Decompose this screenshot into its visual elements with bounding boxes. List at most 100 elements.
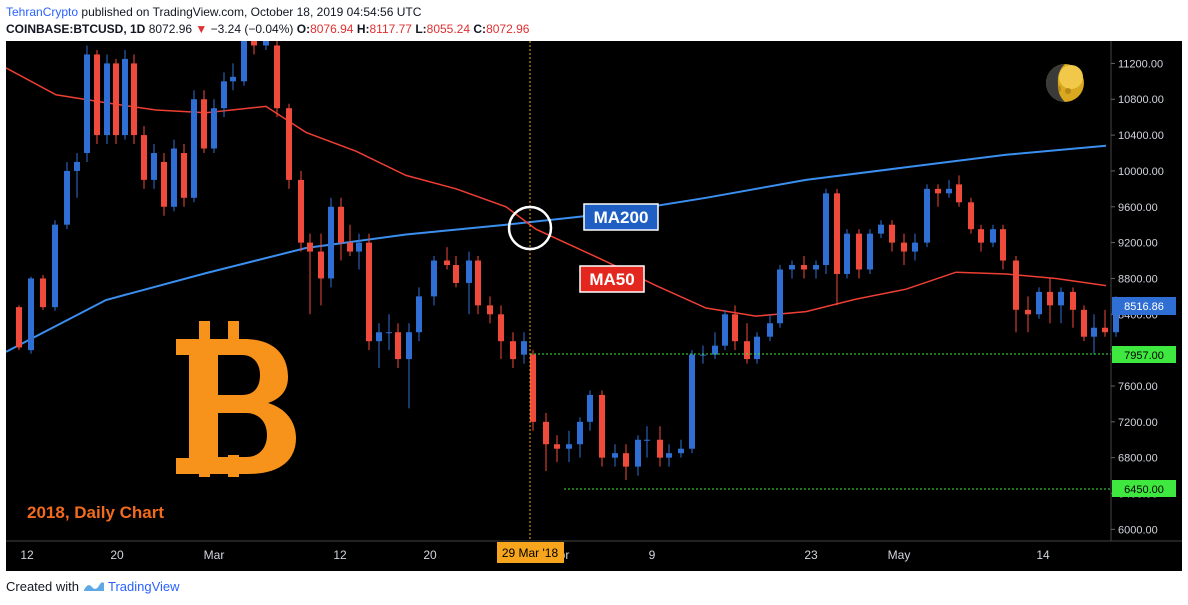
candle-body xyxy=(901,242,907,252)
candle-body xyxy=(466,260,472,283)
price-tick-label: 9200.00 xyxy=(1118,238,1158,250)
candle-body xyxy=(867,233,873,270)
candle-body xyxy=(356,242,362,252)
time-tick-label: 20 xyxy=(110,548,124,562)
candle-body xyxy=(635,439,641,467)
level-high-badge: 7957.00 xyxy=(1112,346,1176,363)
crosshair-date-badge: 29 Mar '18 xyxy=(497,542,564,563)
candle-body xyxy=(990,229,996,243)
price-tick-label: 7200.00 xyxy=(1118,417,1158,429)
candlestick-series xyxy=(16,41,1119,481)
candle-body xyxy=(307,242,313,252)
level-low-badge-text: 6450.00 xyxy=(1124,484,1164,496)
candle-body xyxy=(151,153,157,180)
candle-body xyxy=(924,188,930,243)
candle-body xyxy=(744,341,750,360)
candle-body xyxy=(834,193,840,274)
price-axis[interactable]: 11200.00 10800.00 10400.00 10000.00 9600.00 9… xyxy=(1110,41,1182,541)
candle-body xyxy=(912,242,918,252)
tradingview-brand[interactable]: TradingView xyxy=(108,579,180,594)
candle-body xyxy=(141,135,147,180)
level-low-badge: 6450.00 xyxy=(1112,480,1176,497)
time-axis[interactable]: 12 20 Mar 12 20 pr 9 23 May 14 xyxy=(20,548,1050,562)
candle-body xyxy=(823,193,829,266)
candle-body xyxy=(767,323,773,337)
candle-body xyxy=(64,170,70,225)
candle-body xyxy=(644,439,650,441)
candle-body xyxy=(510,341,516,360)
candle-body xyxy=(789,265,795,270)
candle-body xyxy=(498,314,504,342)
price-tick-label: 10400.00 xyxy=(1118,130,1164,142)
candle-body xyxy=(453,265,459,283)
candle-body xyxy=(1025,309,1031,315)
candle-body xyxy=(298,179,304,243)
candle-body xyxy=(666,453,672,458)
candle-body xyxy=(131,63,137,136)
crossover-circle xyxy=(507,205,553,251)
candle-body xyxy=(712,345,718,355)
candle-body xyxy=(657,439,663,458)
candle-body xyxy=(94,54,100,136)
open-value: 8076.94 xyxy=(310,22,354,36)
candle-body xyxy=(416,296,422,333)
candle-body xyxy=(521,341,527,355)
candle-body xyxy=(181,153,187,198)
published-text: published on TradingView.com, October 18… xyxy=(81,5,422,19)
ma200-line xyxy=(6,144,1107,353)
candle-body xyxy=(801,265,807,270)
price-tick-label: 11200.00 xyxy=(1118,58,1163,70)
created-with-text: Created with xyxy=(6,579,79,594)
price-tick-label: 6800.00 xyxy=(1118,453,1158,465)
price-chart[interactable]: 11200.00 10800.00 10400.00 10000.00 9600.00 9… xyxy=(6,41,1182,571)
candle-body xyxy=(221,81,227,109)
candle-body xyxy=(856,233,862,270)
time-tick-label: May xyxy=(888,548,911,562)
price-tick-label: 10000.00 xyxy=(1118,166,1164,178)
candle-body xyxy=(251,41,257,46)
candle-body xyxy=(230,76,236,82)
candle-body xyxy=(543,421,549,445)
candle-body xyxy=(978,229,984,243)
candle-body xyxy=(889,224,895,243)
level-high-badge-text: 7957.00 xyxy=(1124,350,1164,362)
ohlc-line: COINBASE:BTCUSD, 1D 8072.96 ▼ −3.24 (−0.… xyxy=(6,22,530,36)
ma200-label-box: MA200 xyxy=(583,203,659,231)
candle-body xyxy=(113,63,119,136)
candle-body xyxy=(161,161,167,207)
candle-body xyxy=(104,63,110,136)
time-tick-label: 12 xyxy=(333,548,347,562)
candle-body xyxy=(328,206,334,279)
high-value: 8117.77 xyxy=(369,22,412,36)
time-tick-label: 9 xyxy=(649,548,656,562)
candle-body xyxy=(263,41,269,46)
candle-body xyxy=(956,184,962,203)
candle-body xyxy=(599,394,605,458)
time-tick-label: 20 xyxy=(423,548,437,562)
candle-body xyxy=(1013,260,1019,310)
price-tick-label: 6000.00 xyxy=(1118,524,1158,536)
candle-body xyxy=(530,354,536,422)
ma50-label: MA50 xyxy=(589,270,634,289)
down-arrow-icon: ▼ xyxy=(195,22,208,36)
last-price-badge: 8516.86 xyxy=(1112,297,1176,315)
author-name[interactable]: TehranCrypto xyxy=(6,5,79,19)
candle-body xyxy=(946,188,952,194)
last-price: 8072.96 xyxy=(148,22,193,36)
last-price-badge-text: 8516.86 xyxy=(1124,301,1164,313)
candle-body xyxy=(1102,327,1108,333)
candle-body xyxy=(84,54,90,154)
candle-body xyxy=(406,332,412,360)
candle-body xyxy=(286,108,292,180)
price-tick-label: 7600.00 xyxy=(1118,381,1158,393)
candle-body xyxy=(211,108,217,149)
candle-body xyxy=(487,305,493,315)
candle-body xyxy=(732,314,738,342)
candle-body xyxy=(1036,291,1042,315)
time-tick-label: pr xyxy=(559,548,570,562)
candle-body xyxy=(689,354,695,449)
crosshair-date-text: 29 Mar '18 xyxy=(502,546,559,560)
candle-body xyxy=(171,148,177,207)
candle-body xyxy=(623,453,629,467)
candle-body xyxy=(813,265,819,270)
